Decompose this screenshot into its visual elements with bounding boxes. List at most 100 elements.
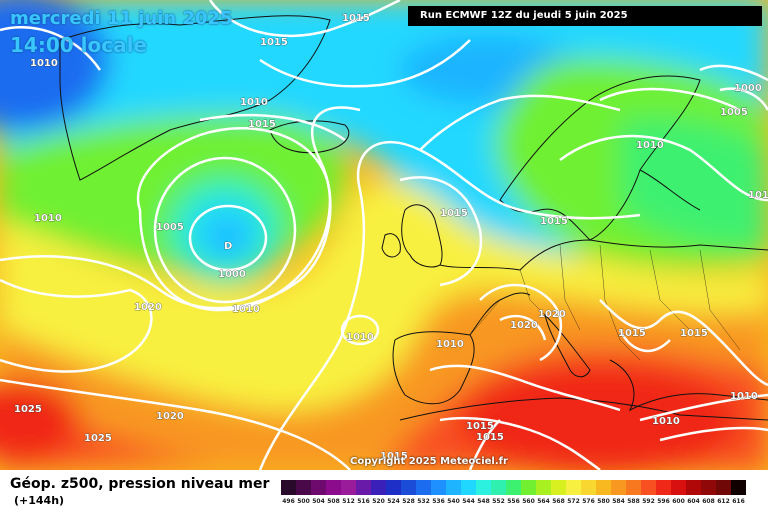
scale-tick-label: 536 xyxy=(432,498,445,505)
isobar-label: 1005 xyxy=(720,107,748,118)
geopotential-color-bands xyxy=(0,0,768,470)
isobar-label: 1015 xyxy=(680,328,708,339)
scale-swatch xyxy=(371,480,386,495)
scale-swatch xyxy=(716,480,731,495)
scale-tick-label: 568 xyxy=(552,498,565,505)
forecast-date: mercredi 11 juin 2025 xyxy=(10,8,233,29)
scale-swatch xyxy=(296,480,311,495)
isobar-label: 1015 xyxy=(476,432,504,443)
isobar-label: 1020 xyxy=(510,320,538,331)
scale-swatch xyxy=(671,480,686,495)
isobar-label: 1020 xyxy=(156,411,184,422)
scale-tick-label: 496 xyxy=(282,498,295,505)
scale-tick-label: 516 xyxy=(357,498,370,505)
isobar-label: 1010 xyxy=(730,391,758,402)
isobar-label: 1020 xyxy=(134,302,162,313)
scale-swatch xyxy=(341,480,356,495)
scale-swatch xyxy=(686,480,701,495)
scale-swatch xyxy=(446,480,461,495)
isobar-label: 1010 xyxy=(748,190,768,201)
isobar-label: 1010 xyxy=(636,140,664,151)
scale-tick-label: 616 xyxy=(732,498,745,505)
scale-tick-label: 592 xyxy=(642,498,655,505)
scale-tick-label: 532 xyxy=(417,498,430,505)
forecast-time: 14:00 locale xyxy=(10,33,147,57)
map-canvas: 1015 1010 1015 1010 1015 1005 1000 1010 … xyxy=(0,0,768,470)
scale-swatch xyxy=(626,480,641,495)
scale-tick-label: 596 xyxy=(657,498,670,505)
isobar-label: 1010 xyxy=(652,416,680,427)
scale-swatch xyxy=(281,480,296,495)
scale-tick-label: 548 xyxy=(477,498,490,505)
scale-swatch xyxy=(311,480,326,495)
isobar-label: 1025 xyxy=(84,433,112,444)
isobar-label: 1010 xyxy=(34,213,62,224)
scale-swatch xyxy=(731,480,746,495)
legend-bar: Géop. z500, pression niveau mer (+144h) … xyxy=(0,470,768,512)
scale-tick-label: 528 xyxy=(402,498,415,505)
scale-tick-label: 512 xyxy=(342,498,355,505)
scale-swatch xyxy=(401,480,416,495)
isobar-label: 1010 xyxy=(232,304,260,315)
scale-swatch xyxy=(491,480,506,495)
scale-tick-label: 504 xyxy=(312,498,325,505)
scale-swatch xyxy=(326,480,341,495)
isobar-label: 1015 xyxy=(440,208,468,219)
isobar-label: 1015 xyxy=(466,421,494,432)
run-info: Run ECMWF 12Z du jeudi 5 juin 2025 xyxy=(408,6,762,26)
variable-label: Géop. z500, pression niveau mer xyxy=(10,476,270,492)
scale-swatch xyxy=(596,480,611,495)
scale-swatch xyxy=(476,480,491,495)
scale-tick-label: 564 xyxy=(537,498,550,505)
color-scale xyxy=(281,480,746,495)
scale-swatch xyxy=(386,480,401,495)
scale-swatch xyxy=(566,480,581,495)
isobar-labels: 1015 1010 1015 1010 1015 1005 1000 1010 … xyxy=(14,13,768,463)
scale-tick-label: 604 xyxy=(687,498,700,505)
scale-swatch xyxy=(701,480,716,495)
isobar-label: 1015 xyxy=(618,328,646,339)
isobar-label: 1000 xyxy=(218,269,246,280)
low-pressure-marker: D xyxy=(224,241,232,252)
scale-swatch xyxy=(581,480,596,495)
isobar-label: 1025 xyxy=(14,404,42,415)
scale-swatch xyxy=(521,480,536,495)
scale-swatch xyxy=(461,480,476,495)
scale-swatch xyxy=(416,480,431,495)
scale-tick-label: 572 xyxy=(567,498,580,505)
scale-tick-label: 608 xyxy=(702,498,715,505)
isobar-label: 1010 xyxy=(240,97,268,108)
scale-swatch xyxy=(641,480,656,495)
scale-swatch xyxy=(656,480,671,495)
isobar-label: 1015 xyxy=(260,37,288,48)
country-borders xyxy=(469,244,741,361)
scale-tick-label: 588 xyxy=(627,498,640,505)
scale-tick-label: 520 xyxy=(372,498,385,505)
scale-tick-label: 584 xyxy=(612,498,625,505)
scale-tick-label: 500 xyxy=(297,498,310,505)
scale-tick-label: 580 xyxy=(597,498,610,505)
isobar-label: 1010 xyxy=(346,332,374,343)
scale-tick-label: 524 xyxy=(387,498,400,505)
scale-tick-label: 508 xyxy=(327,498,340,505)
scale-tick-label: 552 xyxy=(492,498,505,505)
scale-swatch xyxy=(611,480,626,495)
forecast-step-label: (+144h) xyxy=(14,494,65,507)
scale-tick-label: 560 xyxy=(522,498,535,505)
scale-swatch xyxy=(536,480,551,495)
isobar-label: 1000 xyxy=(734,83,762,94)
scale-tick-label: 540 xyxy=(447,498,460,505)
scale-tick-label: 612 xyxy=(717,498,730,505)
isobar-label: 1015 xyxy=(380,451,408,462)
color-scale-labels: 496 500 504 508 512 516 520 524 528 532 536 540 544 5… xyxy=(281,498,746,505)
isobars xyxy=(0,0,768,470)
copyright-notice: Copyright 2025 Meteociel.fr xyxy=(350,456,508,467)
isobar-label: 1015 xyxy=(540,216,568,227)
scale-swatch xyxy=(506,480,521,495)
isobar-label: 1010 xyxy=(30,58,58,69)
weather-map: 1015 1010 1015 1010 1015 1005 1000 1010 … xyxy=(0,0,768,470)
isobar-label: 1005 xyxy=(156,222,184,233)
scale-tick-label: 544 xyxy=(462,498,475,505)
scale-swatch xyxy=(356,480,371,495)
scale-tick-label: 556 xyxy=(507,498,520,505)
